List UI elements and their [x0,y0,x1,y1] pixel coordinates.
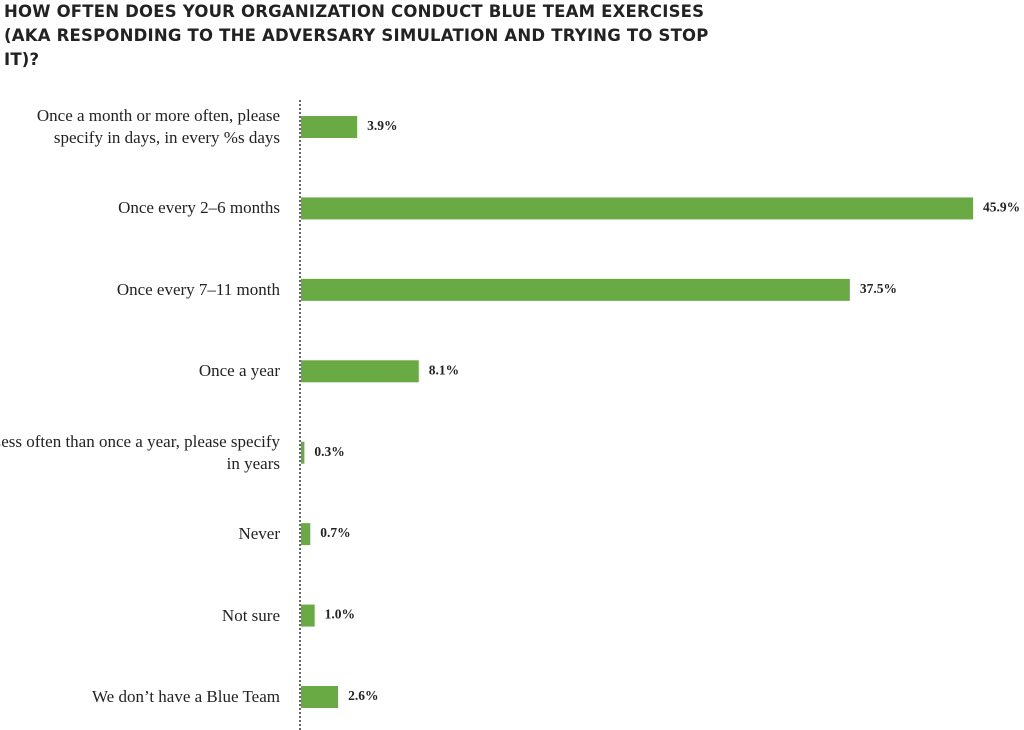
category-label: We don’t have a Blue Team [91,687,280,706]
bar [301,523,311,546]
category-label: Less often than once a year, please spec… [0,431,280,473]
bar [301,604,315,627]
bar [301,686,339,708]
bar [301,278,850,301]
bar [301,116,358,138]
category-label: Once every 7–11 month [116,279,280,299]
category-label: Never [238,524,280,544]
bar [301,197,973,220]
value-label: 2.6% [348,688,378,703]
value-label: 8.1% [429,362,459,377]
value-label: 0.3% [314,444,344,459]
value-label: 1.0% [325,607,355,622]
value-label: 45.9% [983,200,1020,215]
category-label: Not sure [221,605,280,625]
category-label: Once a year [198,361,280,381]
value-label: 3.9% [367,118,397,133]
bar [301,441,305,464]
value-label: 37.5% [860,281,897,296]
chart-title: HOW OFTEN DOES YOUR ORGANIZATION CONDUCT… [4,2,709,69]
value-label: 0.7% [320,525,350,540]
category-label: Once a month or more often, please speci… [36,106,280,147]
category-label: Once every 2–6 months [118,198,280,218]
bar [301,360,419,383]
